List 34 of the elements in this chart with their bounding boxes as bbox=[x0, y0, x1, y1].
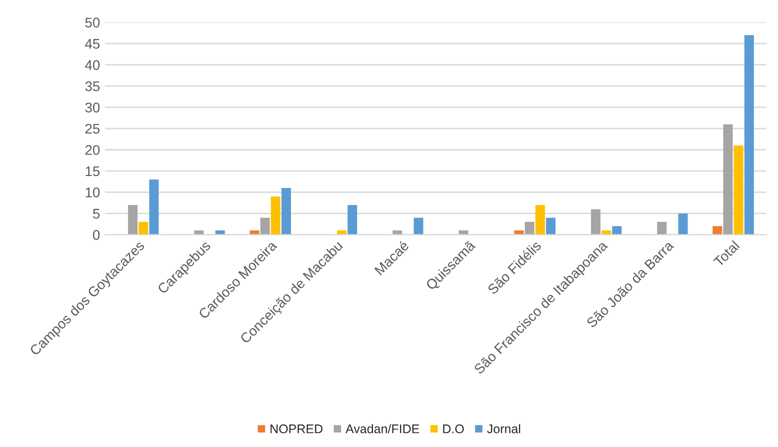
bar bbox=[524, 222, 534, 235]
y-tick-label: 0 bbox=[92, 230, 100, 240]
bar bbox=[712, 226, 722, 235]
bar bbox=[744, 35, 754, 235]
bar bbox=[590, 209, 600, 235]
bar bbox=[723, 124, 733, 235]
bar bbox=[612, 226, 622, 235]
y-tick-label: 5 bbox=[93, 208, 100, 219]
y-tick-label: 45 bbox=[85, 39, 100, 49]
bar bbox=[138, 222, 148, 235]
y-tick-label: 40 bbox=[85, 60, 100, 70]
y-tick-label: 10 bbox=[86, 188, 100, 198]
y-tick-label: 25 bbox=[85, 124, 100, 134]
bar bbox=[348, 204, 358, 235]
bar bbox=[281, 188, 291, 235]
y-tick-label: 15 bbox=[86, 166, 100, 176]
bar bbox=[535, 204, 545, 235]
bar bbox=[270, 196, 280, 235]
y-tick-label: 30 bbox=[85, 102, 100, 112]
legend-label: D.O bbox=[443, 424, 464, 434]
y-tick-label: 20 bbox=[85, 145, 100, 155]
bar bbox=[734, 146, 744, 235]
y-tick-label: 35 bbox=[85, 81, 100, 92]
legend-label: Avadan/FIDE bbox=[346, 424, 420, 434]
bar bbox=[149, 179, 159, 235]
bar bbox=[260, 218, 270, 235]
legend-label: Jornal bbox=[487, 424, 520, 434]
legend-label: NOPRED bbox=[270, 424, 322, 434]
bar bbox=[678, 213, 688, 235]
bar bbox=[414, 218, 424, 235]
bar bbox=[128, 204, 138, 235]
bar bbox=[657, 222, 667, 235]
bar bbox=[546, 218, 556, 235]
y-tick-label: 50 bbox=[85, 18, 100, 28]
